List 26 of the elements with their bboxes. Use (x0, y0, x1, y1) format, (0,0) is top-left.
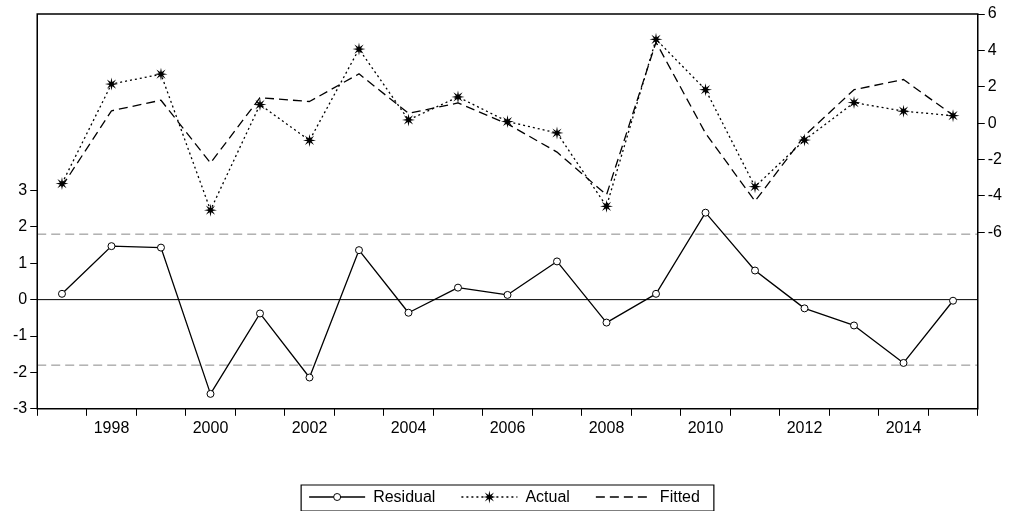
y-tick-label: 1 (18, 253, 28, 271)
y2-tick-label: 6 (987, 4, 997, 22)
y2-tick-label: -4 (987, 186, 1003, 204)
legend-label: Residual (373, 488, 436, 506)
y-tick-label: 3 (18, 180, 28, 198)
legend-label: Fitted (659, 488, 700, 506)
y-tick-label: -1 (12, 326, 28, 344)
y2-tick-label: 4 (987, 40, 997, 58)
x-tick-label: 2014 (885, 418, 922, 436)
x-tick-label: 2012 (786, 418, 823, 436)
x-tick-label: 2010 (687, 418, 724, 436)
y2-tick-label: 0 (987, 113, 997, 131)
y-tick-label: -2 (12, 362, 28, 380)
y-tick-label: 0 (18, 290, 28, 308)
x-tick-label: 2006 (489, 418, 526, 436)
x-tick-label: 2000 (192, 418, 229, 436)
legend-label: Actual (525, 488, 570, 506)
y2-tick-label: -6 (987, 222, 1003, 240)
y2-tick-label: 2 (987, 77, 997, 95)
x-tick-label: 2004 (390, 418, 427, 436)
x-tick-label: 2002 (291, 418, 328, 436)
y-tick-label: 2 (18, 217, 28, 235)
x-tick-label: 2008 (588, 418, 625, 436)
y-tick-label: -3 (12, 399, 28, 417)
y2-tick-label: -2 (987, 149, 1003, 167)
x-tick-label: 1998 (93, 418, 130, 436)
